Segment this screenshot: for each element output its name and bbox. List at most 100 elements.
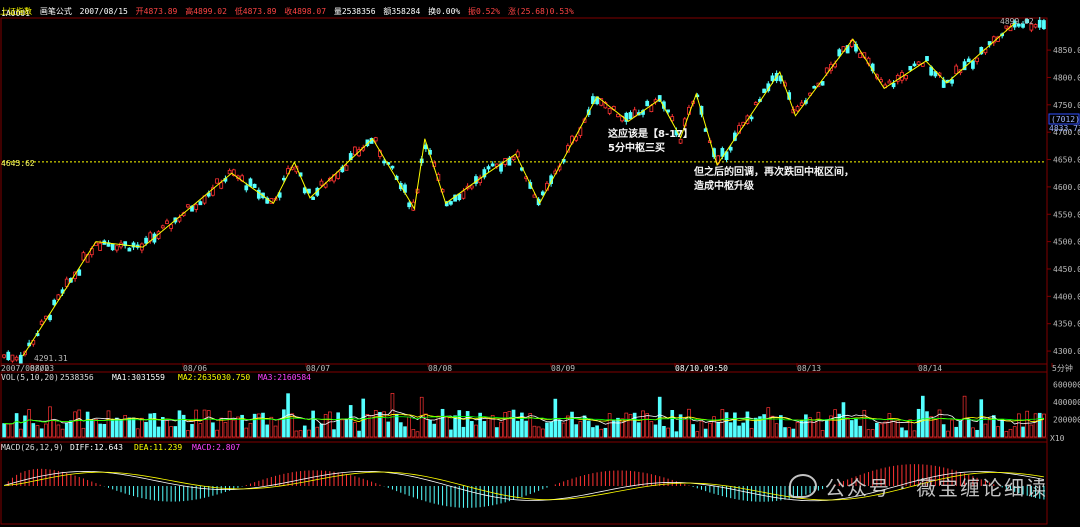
instrument-name: 上证指数 bbox=[0, 7, 32, 16]
candle-body bbox=[177, 217, 182, 222]
volume-bar bbox=[975, 429, 979, 438]
candle-body bbox=[127, 247, 132, 252]
volume-bar bbox=[1000, 419, 1004, 438]
volume-bar bbox=[56, 424, 61, 438]
volume-bar bbox=[323, 414, 328, 438]
volume-bar bbox=[173, 426, 178, 438]
volume-bar bbox=[499, 421, 503, 438]
volume-bar bbox=[946, 430, 950, 438]
volume-bar bbox=[624, 412, 629, 438]
volume-bar bbox=[699, 420, 704, 438]
volume-bar bbox=[616, 417, 620, 438]
candle-body bbox=[490, 163, 495, 167]
bi-stroke-lines bbox=[22, 22, 1016, 357]
volume-bar bbox=[357, 430, 361, 438]
volume-bar bbox=[904, 430, 908, 438]
annotation-third-buy-line1: 这应该是【8-17】 bbox=[608, 129, 694, 140]
volume-bar bbox=[48, 406, 52, 438]
volume-unit: X10 bbox=[1050, 434, 1065, 443]
candle-body bbox=[925, 56, 929, 62]
volume-bar bbox=[662, 425, 666, 438]
candle-body bbox=[461, 190, 466, 199]
candle-body bbox=[1042, 20, 1046, 30]
volume-bar bbox=[302, 425, 307, 438]
candle-body bbox=[407, 202, 412, 208]
volume-bar bbox=[407, 416, 411, 438]
volume-bar bbox=[340, 419, 345, 438]
x-tick-label: 08/07 bbox=[306, 364, 330, 373]
low-price: 低4873.89 bbox=[234, 7, 277, 16]
volume-bar bbox=[2, 423, 6, 438]
candle-body bbox=[165, 220, 169, 224]
candle-body bbox=[482, 169, 487, 178]
volume-bar bbox=[829, 415, 833, 438]
candle-body bbox=[390, 165, 395, 169]
volume-bar bbox=[160, 417, 165, 438]
volume-bars bbox=[2, 393, 1046, 438]
volume-bar bbox=[18, 428, 23, 438]
volume-bar bbox=[23, 415, 27, 438]
volume-bar bbox=[528, 413, 533, 438]
volume-bar bbox=[432, 423, 437, 438]
volume-bar bbox=[1012, 426, 1017, 438]
volume-bar bbox=[89, 419, 94, 438]
volume-title: VOL(5,10,20) bbox=[1, 373, 59, 382]
volume-bar bbox=[307, 429, 311, 438]
formula-name[interactable]: 画笔公式 bbox=[39, 7, 72, 16]
candle-body bbox=[950, 79, 954, 84]
volume-bar bbox=[741, 422, 746, 438]
volume-bar bbox=[866, 429, 871, 438]
macd-title: MACD(26,12,9) bbox=[1, 443, 64, 452]
volume-bar bbox=[578, 421, 583, 438]
volume-bar bbox=[474, 424, 478, 438]
volume-bar bbox=[582, 415, 587, 438]
pivot-level-label: 4645.62 bbox=[1, 159, 35, 168]
volume-bar bbox=[298, 430, 303, 438]
volume-bar bbox=[1037, 412, 1042, 438]
volume-bar bbox=[486, 417, 491, 438]
watermark: 公众号 · 薇宝缠论细读 bbox=[788, 472, 1048, 501]
candle-body bbox=[812, 86, 817, 89]
candle-body bbox=[912, 63, 917, 67]
volume-bar bbox=[31, 423, 36, 438]
volume-bar bbox=[703, 428, 708, 438]
candle-body bbox=[624, 112, 629, 122]
volume-bar bbox=[920, 395, 925, 438]
volume-bar bbox=[862, 409, 867, 438]
volume-bar bbox=[641, 410, 645, 438]
volume-bar bbox=[240, 414, 244, 438]
volume-bar bbox=[64, 422, 69, 438]
candle-body bbox=[837, 49, 842, 57]
volume-bar bbox=[753, 417, 758, 438]
candle-body bbox=[1021, 23, 1025, 28]
candle-body bbox=[628, 112, 633, 120]
volume-bar bbox=[478, 412, 482, 438]
volume-bar bbox=[123, 415, 128, 438]
volume-bar bbox=[277, 418, 282, 438]
candle-body bbox=[110, 243, 115, 251]
volume-tick-label: 400000 bbox=[1053, 398, 1080, 407]
volume-bar bbox=[962, 395, 967, 438]
volume-bar bbox=[937, 409, 942, 438]
candle-body bbox=[666, 109, 670, 113]
volume-bar bbox=[94, 418, 98, 438]
volume-bar bbox=[27, 409, 31, 438]
volume-ma-line bbox=[4, 415, 1044, 425]
y-tick-label: 4550.00 bbox=[1053, 210, 1080, 219]
annotation-third-buy: 这应该是【8-17】 5分中枢三买 bbox=[608, 128, 693, 156]
volume-bar bbox=[131, 417, 136, 438]
volume-bar bbox=[586, 420, 591, 438]
volume-bar bbox=[236, 416, 240, 438]
candle-body bbox=[277, 192, 282, 198]
volume-bar bbox=[411, 429, 416, 438]
volume-bar bbox=[282, 409, 286, 438]
volume-bar bbox=[808, 417, 812, 438]
volume-bar bbox=[670, 410, 675, 438]
volume-bar bbox=[900, 427, 904, 438]
volume-bar bbox=[561, 422, 566, 438]
volume-bar bbox=[211, 422, 215, 438]
volume-bar bbox=[950, 419, 954, 438]
volume-bar bbox=[820, 430, 825, 438]
candle-body bbox=[891, 82, 896, 88]
volume-bar bbox=[135, 428, 140, 438]
